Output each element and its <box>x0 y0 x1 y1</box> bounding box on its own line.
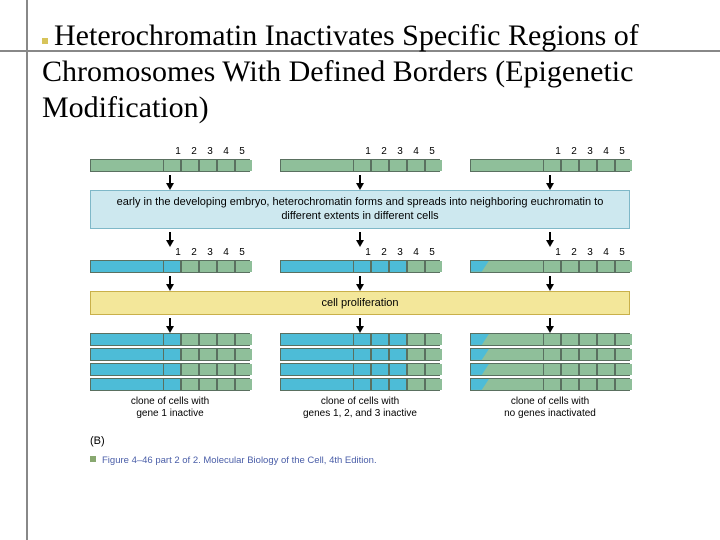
gene-labels: 12345 <box>90 146 250 157</box>
stack-2 <box>280 333 440 391</box>
band-proliferation: cell proliferation <box>90 291 630 315</box>
col-1-spread: 12345 <box>90 247 250 291</box>
col-3-spread: 12345 <box>470 247 630 291</box>
chrom-initial-2 <box>280 159 440 172</box>
panel-label: (B) <box>90 435 630 447</box>
arrows-1 <box>90 229 630 247</box>
gene-labels: 12345 <box>280 247 440 258</box>
stack-3 <box>470 333 630 391</box>
caption-2: clone of cells with genes 1, 2, and 3 in… <box>280 396 440 421</box>
row-initial: 12345 12345 12345 <box>90 146 630 190</box>
figure-caption: Figure 4–46 part 2 of 2. Molecular Biolo… <box>90 455 630 466</box>
row-clone: clone of cells with gene 1 inactive clon… <box>90 333 630 421</box>
arrows-2 <box>90 315 630 333</box>
chrom-initial-1 <box>90 159 250 172</box>
band-embryo-text: early in the developing embryo, heteroch… <box>117 196 604 222</box>
gene-labels: 12345 <box>470 247 630 258</box>
col-2-spread: 12345 <box>280 247 440 291</box>
title-text: Heterochromatin Inactivates Specific Reg… <box>42 19 639 124</box>
col-2-clone: clone of cells with genes 1, 2, and 3 in… <box>280 333 440 421</box>
gene-labels: 12345 <box>280 146 440 157</box>
row-spread: 12345 12345 12345 <box>90 247 630 291</box>
bullet-icon <box>42 38 48 44</box>
bullet-icon <box>90 456 96 462</box>
caption-3: clone of cells with no genes inactivated <box>470 396 630 421</box>
gene-labels: 12345 <box>90 247 250 258</box>
col-2: 12345 <box>280 146 440 190</box>
col-3-clone: clone of cells with no genes inactivated <box>470 333 630 421</box>
band-embryo: early in the developing embryo, heteroch… <box>90 190 630 229</box>
caption-1: clone of cells with gene 1 inactive <box>90 396 250 421</box>
gene-labels: 12345 <box>470 146 630 157</box>
chrom-spread-2 <box>280 260 440 273</box>
chrom-spread-1 <box>90 260 250 273</box>
slide: Heterochromatin Inactivates Specific Reg… <box>0 0 720 540</box>
col-1-clone: clone of cells with gene 1 inactive <box>90 333 250 421</box>
diagram: 12345 12345 12345 <box>90 146 630 466</box>
stack-1 <box>90 333 250 391</box>
col-3: 12345 <box>470 146 630 190</box>
band-proliferation-text: cell proliferation <box>321 297 398 309</box>
col-1: 12345 <box>90 146 250 190</box>
chrom-initial-3 <box>470 159 630 172</box>
slide-title: Heterochromatin Inactivates Specific Reg… <box>28 8 692 126</box>
chrom-spread-3 <box>470 260 630 273</box>
